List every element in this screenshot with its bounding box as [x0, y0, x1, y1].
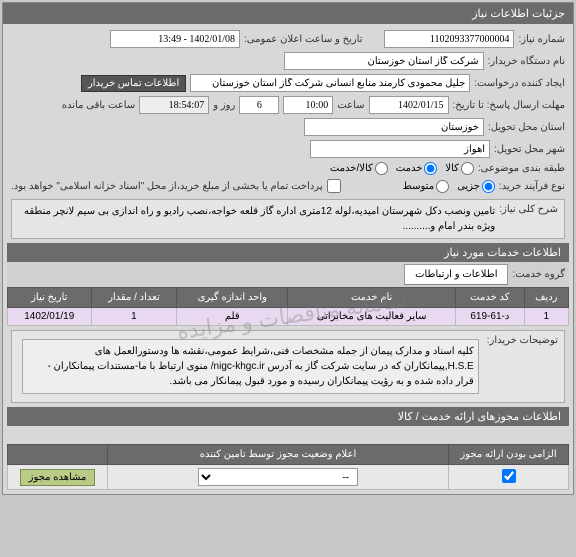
permit-required-cell [449, 465, 569, 490]
permits-header: اطلاعات مجوزهای ارائه خدمت / کالا [7, 407, 569, 426]
view-permit-button[interactable]: مشاهده مجوز [20, 469, 96, 486]
remain-label: ساعت باقی مانده [62, 100, 135, 111]
announce-label: تاریخ و ساعت اعلان عمومی: [244, 34, 363, 45]
proc-partial-option[interactable]: جزیی [457, 180, 495, 193]
days-label: روز و [213, 100, 235, 111]
deadline-date-input[interactable] [369, 96, 449, 114]
cell-code: د-61-619 [456, 308, 524, 326]
form-area: شماره نیاز: تاریخ و ساعت اعلان عمومی: نا… [3, 24, 573, 494]
buyer-input[interactable] [284, 52, 484, 70]
contact-buyer-button[interactable]: اطلاعات تماس خریدار [81, 75, 186, 92]
cat-both-option[interactable]: کالا/خدمت [330, 162, 388, 175]
permit-row: -- مشاهده مجوز [8, 465, 569, 490]
cat-goods-option[interactable]: کالا [445, 162, 474, 175]
col-required: الزامی بودن ارائه مجوز [449, 445, 569, 465]
cell-name: سایر فعالیت های مخابراتی [288, 308, 456, 326]
category-radio-group: کالا خدمت کالا/خدمت [330, 162, 474, 175]
table-row[interactable]: 1 د-61-619 سایر فعالیت های مخابراتی قلم … [8, 308, 569, 326]
col-status: اعلام وضعیت مجوز توسط تامین کننده [108, 445, 449, 465]
buyer-notes-text: کلیه اسناد و مدارک پیمان از جمله مشخصات … [22, 339, 479, 394]
col-date: تاریخ نیاز [8, 288, 92, 308]
category-label: طبقه بندی موضوعی: [478, 163, 565, 174]
time-label: ساعت [337, 100, 364, 111]
city-label: شهر محل تحویل: [494, 144, 565, 155]
cat-service-option[interactable]: خدمت [396, 162, 438, 175]
announce-input[interactable] [110, 30, 240, 48]
main-panel: جزئیات اطلاعات نیاز شماره نیاز: تاریخ و … [2, 2, 574, 495]
province-label: استان محل تحویل: [488, 122, 565, 133]
process-radio-group: جزیی متوسط [403, 180, 495, 193]
col-unit: واحد اندازه گیری [177, 288, 288, 308]
remain-input [139, 96, 209, 114]
permit-status-select[interactable]: -- [198, 468, 358, 486]
need-no-label: شماره نیاز: [518, 34, 565, 45]
need-no-input[interactable] [384, 30, 514, 48]
cell-date: 1402/01/19 [8, 308, 92, 326]
permit-status-cell: -- [108, 465, 449, 490]
city-input[interactable] [310, 140, 490, 158]
cell-qty: 1 [91, 308, 177, 326]
tabs: اطلاعات و ارتباطات [404, 264, 508, 285]
buyer-notes-box: توضیحات خریدار: کلیه اسناد و مدارک پیمان… [11, 330, 565, 403]
province-input[interactable] [304, 118, 484, 136]
proc-mid-option[interactable]: متوسط [403, 180, 449, 193]
services-header: اطلاعات خدمات مورد نیاز [7, 243, 569, 262]
process-label: نوع فرآیند خرید: [499, 181, 565, 192]
col-action [8, 445, 108, 465]
payment-checkbox[interactable] [327, 179, 341, 193]
subject-text: تامین ونصب دکل شهرستان امیدیه،لوله 12متر… [18, 204, 495, 234]
col-qty: تعداد / مقدار [91, 288, 177, 308]
creator-input[interactable] [190, 74, 470, 92]
col-row: ردیف [524, 288, 568, 308]
tab-communications[interactable]: اطلاعات و ارتباطات [404, 264, 508, 284]
buyer-label: نام دستگاه خریدار: [488, 56, 565, 67]
group-label: گروه خدمت: [512, 269, 565, 280]
permit-action-cell: مشاهده مجوز [8, 465, 108, 490]
subject-box: شرح کلی نیاز: تامین ونصب دکل شهرستان امی… [11, 199, 565, 239]
days-input[interactable] [239, 96, 279, 114]
deadline-time-input[interactable] [283, 96, 333, 114]
services-table-wrap: ردیف کد خدمت نام خدمت واحد اندازه گیری ت… [7, 287, 569, 326]
deadline-label: مهلت ارسال پاسخ: تا تاریخ: [453, 100, 565, 111]
buyer-notes-label: توضیحات خریدار: [487, 335, 558, 346]
permit-required-checkbox[interactable] [502, 469, 516, 483]
creator-label: ایجاد کننده درخواست: [474, 78, 565, 89]
payment-note: پرداخت تمام یا بخشی از مبلغ خرید،از محل … [11, 181, 323, 192]
subject-label: شرح کلی نیاز: [499, 204, 558, 215]
cell-row: 1 [524, 308, 568, 326]
cell-unit: قلم [177, 308, 288, 326]
services-table: ردیف کد خدمت نام خدمت واحد اندازه گیری ت… [7, 287, 569, 326]
col-code: کد خدمت [456, 288, 524, 308]
panel-title: جزئیات اطلاعات نیاز [3, 3, 573, 24]
col-name: نام خدمت [288, 288, 456, 308]
permits-table: الزامی بودن ارائه مجوز اعلام وضعیت مجوز … [7, 444, 569, 490]
